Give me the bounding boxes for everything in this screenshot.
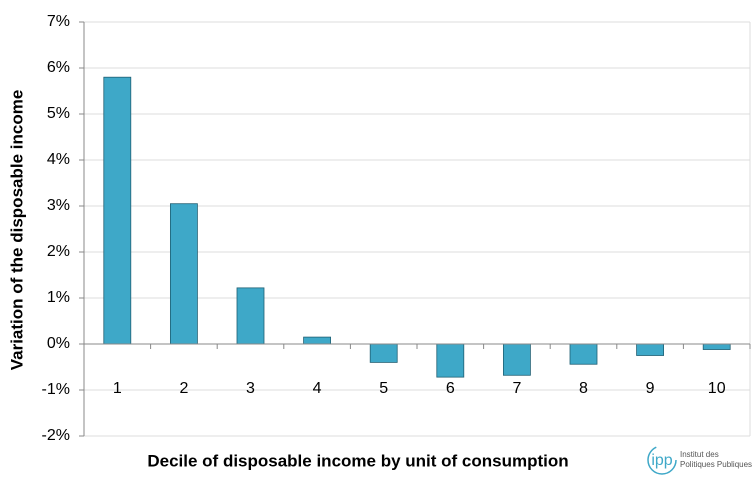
y-axis-label: Variation of the disposable income: [7, 90, 26, 371]
logo-ring: [647, 445, 677, 475]
logo-text: Politiques Publiques: [680, 460, 752, 469]
bar: [236, 287, 265, 345]
y-tick-label: 3%: [47, 197, 70, 214]
y-tick-label: -2%: [42, 427, 70, 444]
x-axis-label: Decile of disposable income by unit of c…: [147, 451, 568, 470]
y-tick-label: 1%: [47, 289, 70, 306]
x-tick-label: 1: [113, 380, 122, 397]
y-tick-label: 2%: [47, 243, 70, 260]
y-tick-label: 4%: [47, 151, 70, 168]
bar: [169, 203, 198, 345]
bar: [369, 343, 398, 363]
y-tick-label: 7%: [47, 13, 70, 30]
x-tick-label: 6: [446, 380, 455, 397]
x-tick-label: 4: [313, 380, 322, 397]
y-tick-label: 5%: [47, 105, 70, 122]
bar: [636, 343, 664, 356]
logo-text: Institut des: [680, 450, 719, 459]
y-tick-label: 0%: [47, 335, 70, 352]
x-tick-label: 7: [512, 380, 521, 397]
x-tick-label: 8: [579, 380, 588, 397]
y-tick-label: 6%: [47, 59, 70, 76]
x-tick-label: 10: [708, 380, 726, 397]
x-tick-label: 9: [646, 380, 655, 397]
bar: [502, 343, 531, 376]
y-tick-label: -1%: [42, 381, 70, 398]
x-tick-label: 5: [379, 380, 388, 397]
bar: [436, 343, 465, 378]
x-tick-label: 2: [179, 380, 188, 397]
bar: [103, 76, 132, 345]
bar: [702, 343, 731, 350]
bar: [569, 343, 598, 365]
bar: [303, 336, 332, 345]
x-tick-label: 3: [246, 380, 255, 397]
logo-mark: ipp: [651, 452, 672, 469]
